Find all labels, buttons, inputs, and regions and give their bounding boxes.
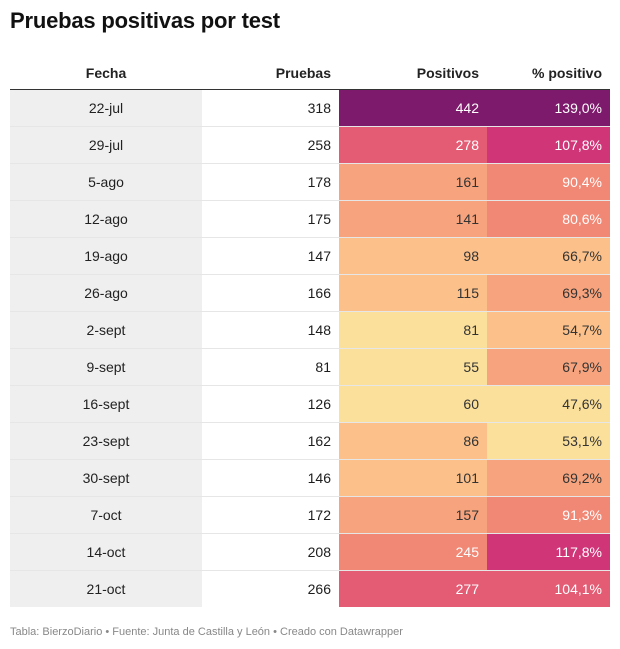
table-body: 22-jul 318 442 139,0% 29-jul 258 278 107,8% 5-ag… [10,89,610,607]
cell-pct-positivo: 117,8% [487,533,610,571]
table-row: 23-sept 162 86 53,1% [10,422,610,460]
table-title: Pruebas positivas por test [10,8,280,33]
cell-pruebas: 162 [202,422,339,460]
cell-pct-positivo: 69,3% [487,274,610,312]
cell-fecha: 30-sept [10,459,202,497]
cell-positivos: 60 [339,385,487,423]
cell-fecha: 23-sept [10,422,202,460]
cell-pruebas: 81 [202,348,339,386]
header-row: Fecha Pruebas Positivos % positivo [10,56,610,90]
cell-pct-positivo: 66,7% [487,237,610,275]
cell-pruebas: 175 [202,200,339,238]
source-footer: Tabla: BierzoDiario • Fuente: Junta de C… [10,626,403,638]
header-fecha[interactable]: Fecha [10,56,202,90]
table-row: 30-sept 146 101 69,2% [10,459,610,497]
cell-fecha: 19-ago [10,237,202,275]
cell-pruebas: 146 [202,459,339,497]
cell-fecha: 16-sept [10,385,202,423]
cell-pruebas: 318 [202,89,339,127]
cell-pruebas: 178 [202,163,339,201]
cell-pruebas: 166 [202,274,339,312]
table-row: 29-jul 258 278 107,8% [10,126,610,164]
cell-positivos: 245 [339,533,487,571]
cell-fecha: 14-oct [10,533,202,571]
cell-pruebas: 172 [202,496,339,534]
data-table: Fecha Pruebas Positivos % positivo 22-ju… [10,56,610,607]
cell-pruebas: 148 [202,311,339,349]
cell-positivos: 115 [339,274,487,312]
cell-fecha: 5-ago [10,163,202,201]
table-row: 19-ago 147 98 66,7% [10,237,610,275]
cell-pct-positivo: 69,2% [487,459,610,497]
cell-pct-positivo: 80,6% [487,200,610,238]
table-row: 12-ago 175 141 80,6% [10,200,610,238]
cell-positivos: 101 [339,459,487,497]
cell-pct-positivo: 54,7% [487,311,610,349]
cell-pruebas: 266 [307,581,331,597]
cell-fecha: 7-oct [10,496,202,534]
table-row: 7-oct 172 157 91,3% [10,496,610,534]
cell-pct-positivo: 47,6% [487,385,610,423]
cell-fecha: 29-jul [10,126,202,164]
cell-pruebas: 126 [202,385,339,423]
cell-positivos: 278 [339,126,487,164]
cell-pruebas: 208 [202,533,339,571]
table-row: 14-oct 208 245 117,8% [10,533,610,571]
table-row: 9-sept 81 55 67,9% [10,348,610,386]
cell-positivos: 81 [339,311,487,349]
cell-pct-positivo: 91,3% [487,496,610,534]
table-row: 2-sept 148 81 54,7% [10,311,610,349]
cell-pct-positivo: 67,9% [487,348,610,386]
table-row: 22-jul 318 442 139,0% [10,89,610,127]
cell-fecha: 2-sept [10,311,202,349]
cell-fecha: 9-sept [10,348,202,386]
cell-fecha: 22-jul [10,89,202,127]
cell-pct-positivo: 53,1% [487,422,610,460]
cell-pct-positivo: 90,4% [487,163,610,201]
cell-pct-positivo: 107,8% [487,126,610,164]
cell-positivos: 161 [339,163,487,201]
cell-fecha: 21-oct [10,570,202,607]
table-row: 21-oct 266 277 104,1% [10,570,610,607]
header-pruebas[interactable]: Pruebas [202,56,339,90]
cell-positivos: 98 [339,237,487,275]
cell-pruebas: 258 [202,126,339,164]
cell-positivos: 157 [339,496,487,534]
header-pct-positivo[interactable]: % positivo [487,56,610,90]
cell-pct-positivo: 139,0% [487,89,610,127]
cell-positivos: 442 [339,89,487,127]
table-row: 16-sept 126 60 47,6% [10,385,610,423]
cell-pct-positivo: 104,1% [487,570,610,607]
cell-fecha: 26-ago [10,274,202,312]
cell-pruebas: 147 [202,237,339,275]
cell-positivos: 141 [339,200,487,238]
header-positivos[interactable]: Positivos [339,56,487,90]
cell-positivos: 277 [339,570,487,607]
cell-positivos: 86 [339,422,487,460]
cell-fecha: 12-ago [10,200,202,238]
cell-positivos: 55 [339,348,487,386]
table-row: 5-ago 178 161 90,4% [10,163,610,201]
table-row: 26-ago 166 115 69,3% [10,274,610,312]
